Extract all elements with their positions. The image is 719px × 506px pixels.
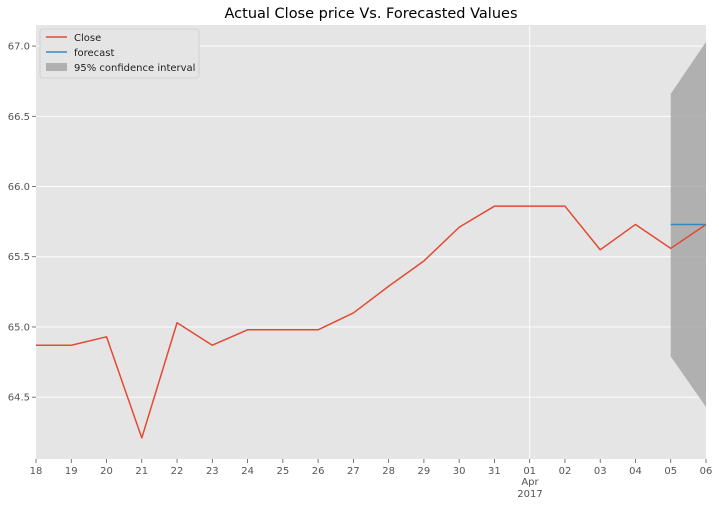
close-line	[36, 205, 707, 439]
x-tick-label: 04	[629, 466, 642, 477]
x-tick-label: 27	[347, 466, 360, 477]
x-tick-label: 23	[206, 466, 219, 477]
series-lines	[36, 205, 707, 439]
x-tick-label: 31	[488, 466, 501, 477]
legend-label-ci: 95% confidence interval	[74, 63, 195, 74]
legend-label-close: Close	[74, 33, 101, 44]
x-tick-label: 02	[559, 466, 572, 477]
x-tick-label: 22	[171, 466, 184, 477]
x-month-label: Apr	[521, 477, 539, 488]
x-tick-label: 24	[241, 466, 254, 477]
y-tick-label: 67.0	[8, 42, 30, 53]
y-tick-label: 66.5	[8, 112, 30, 123]
y-tick-label: 64.5	[8, 393, 30, 404]
chart-title: Actual Close price Vs. Forecasted Values	[225, 6, 518, 22]
x-tick-label: 21	[135, 466, 148, 477]
x-tick-label: 18	[30, 466, 43, 477]
x-year-label: 2017	[517, 489, 542, 500]
x-tick-label: 05	[664, 466, 677, 477]
legend-swatch-ci	[46, 63, 67, 71]
y-axis: 64.5 65.0 65.5 66.0 66.5 67.0	[8, 42, 36, 404]
legend-box	[39, 28, 200, 79]
y-tick-label: 65.0	[8, 322, 30, 333]
x-tick-label: 29	[418, 466, 431, 477]
x-tick-label: 25	[276, 466, 289, 477]
legend-label-forecast: forecast	[74, 48, 115, 59]
y-tick-label: 65.5	[8, 252, 30, 263]
x-tick-label: 19	[65, 466, 78, 477]
y-tick-label: 66.0	[8, 182, 30, 193]
x-tick-label: 01	[523, 466, 536, 477]
x-tick-label: 20	[100, 466, 113, 477]
plot-area	[36, 25, 706, 459]
x-axis: 18 19 20 21 22 23 24 25 26 27 28 29 30 31 01 02 03 04 05 06	[30, 459, 713, 477]
x-tick-label: 06	[700, 466, 713, 477]
x-tick-label: 26	[312, 466, 325, 477]
x-tick-label: 30	[453, 466, 466, 477]
legend: Close forecast 95% confidence interval	[39, 28, 200, 79]
x-tick-label: 28	[382, 466, 395, 477]
x-tick-label: 03	[594, 466, 607, 477]
